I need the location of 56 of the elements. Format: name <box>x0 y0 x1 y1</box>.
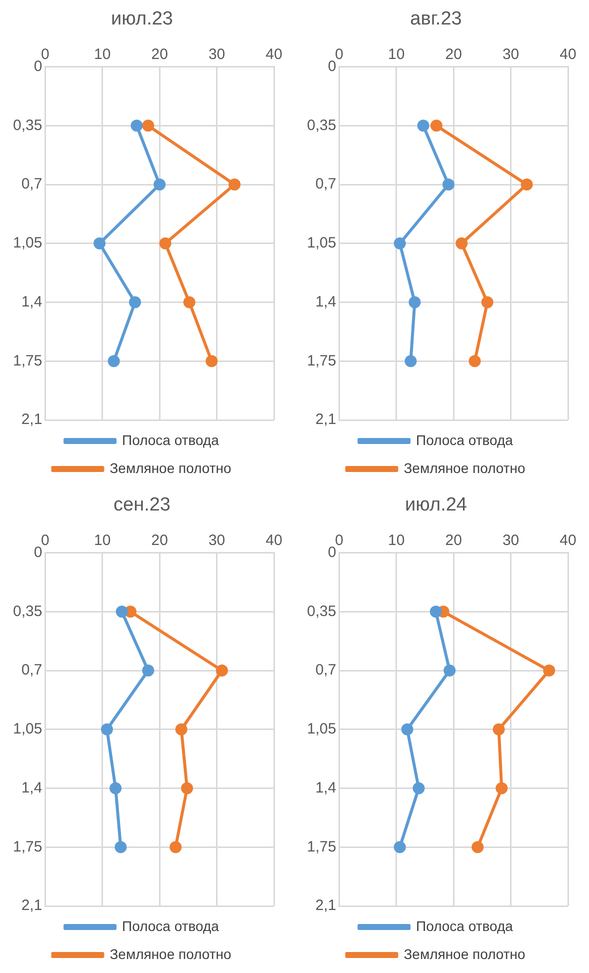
y-tick-label: 1,4 <box>21 779 42 796</box>
x-tick-label: 30 <box>502 46 520 63</box>
y-tick-label: 0,35 <box>306 602 336 620</box>
x-tick-label: 20 <box>151 46 168 63</box>
y-tick-label: 0,7 <box>21 176 42 193</box>
y-tick-label: 0 <box>328 58 336 75</box>
x-tick-label: 10 <box>94 532 111 549</box>
y-tick-label: 0,7 <box>21 662 42 679</box>
legend-label: Полоса отвода <box>416 918 514 934</box>
y-tick-label: 0,35 <box>12 116 42 134</box>
x-tick-label: 10 <box>94 46 111 63</box>
y-tick-label: 1,4 <box>315 779 336 796</box>
y-tick-label: 0 <box>34 58 42 75</box>
x-tick-label: 30 <box>208 532 226 549</box>
chart-title: авг.23 <box>410 8 462 30</box>
y-tick-label: 1,75 <box>306 352 336 370</box>
chart-title: июл.23 <box>111 8 173 30</box>
x-tick-label: 40 <box>266 46 282 63</box>
x-tick-label: 10 <box>388 532 405 549</box>
legend-label: Земляное полотно <box>110 460 232 476</box>
y-tick-label: 1,75 <box>12 838 42 856</box>
y-tick-label: 1,05 <box>12 234 42 252</box>
y-tick-label: 0,7 <box>315 176 336 193</box>
chart-title: сен.23 <box>114 494 170 516</box>
legend-label: Полоса отвода <box>416 432 514 448</box>
y-tick-label: 1,05 <box>306 720 336 738</box>
y-tick-label: 1,75 <box>12 352 42 370</box>
y-tick-label: 1,05 <box>12 720 42 738</box>
legend-label: Земляное полотно <box>110 946 232 962</box>
x-tick-label: 40 <box>560 46 576 63</box>
y-tick-label: 1,4 <box>315 293 336 310</box>
legend-label: Земляное полотно <box>404 946 526 962</box>
x-tick-label: 40 <box>560 532 576 549</box>
x-tick-label: 30 <box>208 46 226 63</box>
y-tick-label: 2,1 <box>21 897 42 914</box>
y-tick-label: 0,7 <box>315 662 336 679</box>
y-tick-label: 2,1 <box>21 411 42 428</box>
y-tick-label: 0,35 <box>306 116 336 134</box>
chart-title: июл.24 <box>405 494 468 516</box>
legend-label: Полоса отвода <box>122 432 220 448</box>
x-tick-label: 20 <box>151 532 168 549</box>
x-tick-label: 10 <box>388 46 405 63</box>
x-tick-label: 20 <box>445 46 462 63</box>
y-tick-label: 2,1 <box>315 411 336 428</box>
y-tick-label: 0 <box>34 544 42 561</box>
legend-label: Полоса отвода <box>122 918 220 934</box>
y-tick-label: 1,05 <box>306 234 336 252</box>
x-tick-label: 30 <box>502 532 520 549</box>
x-tick-label: 40 <box>266 532 282 549</box>
y-tick-label: 1,4 <box>21 293 42 310</box>
y-tick-label: 0,35 <box>12 602 42 620</box>
x-tick-label: 20 <box>445 532 462 549</box>
legend-label: Земляное полотно <box>404 460 526 476</box>
y-tick-label: 0 <box>328 544 336 561</box>
y-tick-label: 2,1 <box>315 897 336 914</box>
y-tick-label: 1,75 <box>306 838 336 856</box>
